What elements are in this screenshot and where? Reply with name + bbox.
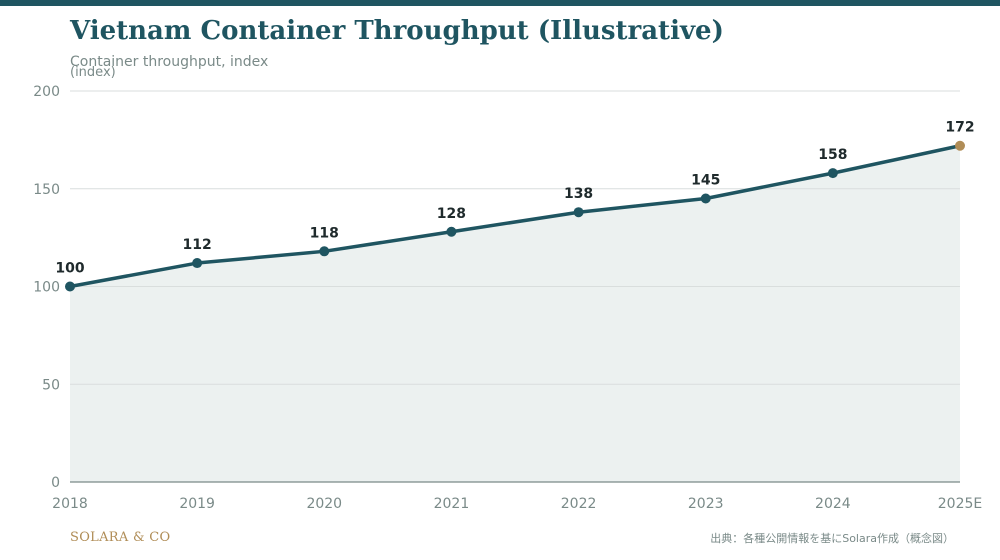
x-tick-label: 2019 xyxy=(179,496,215,512)
x-tick-label: 2025E xyxy=(938,496,982,512)
chart-title: Vietnam Container Throughput (Illustrati… xyxy=(70,16,724,46)
data-label: 100 xyxy=(55,261,84,277)
data-point xyxy=(192,258,203,269)
area-fill xyxy=(70,145,960,483)
x-tick-label: 2023 xyxy=(688,496,724,512)
data-label: 158 xyxy=(818,147,847,163)
data-label: 145 xyxy=(691,173,720,189)
data-point xyxy=(700,193,711,204)
x-tick-label: 2018 xyxy=(52,496,88,512)
y-tick-label: 50 xyxy=(42,377,60,393)
series-line xyxy=(68,143,962,289)
data-point xyxy=(446,226,457,237)
x-tick-label: 2024 xyxy=(815,496,851,512)
y-tick-label: 200 xyxy=(33,84,60,100)
data-label: 118 xyxy=(310,225,339,241)
data-point xyxy=(65,281,75,292)
y-tick-label: 0 xyxy=(51,475,60,491)
data-point xyxy=(827,168,838,179)
brand-logo: SOLARA & CO xyxy=(70,530,171,545)
data-label: 112 xyxy=(183,237,212,253)
data-point xyxy=(955,140,965,151)
x-tick-label: 2020 xyxy=(306,496,342,512)
y-axis-label: (index) xyxy=(70,65,116,80)
y-tick-label: 150 xyxy=(33,182,60,198)
data-label: 128 xyxy=(437,206,466,222)
top-accent-bar xyxy=(0,0,1000,6)
data-label: 172 xyxy=(945,120,974,136)
data-label: 138 xyxy=(564,186,593,202)
x-tick-label: 2021 xyxy=(434,496,470,512)
source-note: 出典：各種公開情報を基にSolara作成（概念図） xyxy=(710,532,954,545)
data-point xyxy=(319,246,330,257)
chart-subtitle: Container throughput, index xyxy=(70,54,269,70)
x-tick-label: 2022 xyxy=(561,496,597,512)
y-tick-label: 100 xyxy=(33,280,60,296)
data-point xyxy=(573,207,584,218)
